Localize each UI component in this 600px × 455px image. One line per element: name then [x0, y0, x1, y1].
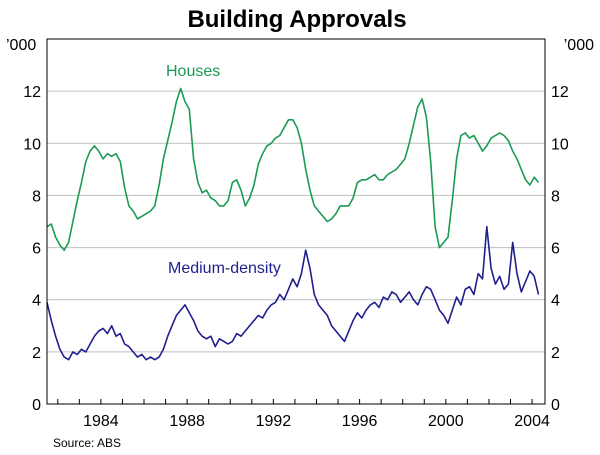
x-tick-label: 2004: [514, 413, 550, 430]
y-tick-label-left: 8: [32, 188, 41, 205]
y-tick-label-left: 10: [23, 136, 41, 153]
y-tick-label-right: 12: [551, 84, 569, 101]
x-axis: 1984 1988 1992 1996 2000 2004: [57, 399, 550, 430]
y-tick-label-left: 2: [32, 345, 41, 362]
left-unit-label: ’000: [6, 37, 36, 54]
y-tick-label-right: 2: [551, 345, 560, 362]
gridlines: [47, 90, 545, 353]
right-unit-label: ’000: [564, 37, 594, 54]
y-tick-label-right: 6: [551, 241, 560, 258]
y-tick-label-right: 10: [551, 136, 569, 153]
source-note: Source: ABS: [53, 436, 121, 450]
x-tick-label: 1984: [83, 413, 119, 430]
houses-line: [46, 87, 540, 251]
plot-frame: [46, 38, 546, 405]
y-tick-label-left: 0: [32, 397, 41, 414]
y-tick-label-right: 0: [551, 397, 560, 414]
chart-title: Building Approvals: [187, 6, 406, 33]
y-tick-label-right: 4: [551, 293, 560, 310]
y-tick-label-left: 6: [32, 241, 41, 258]
x-tick-label: 1988: [169, 413, 205, 430]
x-tick-label: 1992: [256, 413, 292, 430]
right-y-axis: 0 2 4 6 8 10 12: [551, 84, 569, 414]
y-tick-label-left: 4: [32, 293, 41, 310]
y-tick-label-left: 12: [23, 84, 41, 101]
houses-series-label: Houses: [166, 63, 220, 80]
medium-density-line: [46, 225, 540, 361]
medium-density-series-label: Medium-density: [168, 260, 281, 277]
x-tick-label: 1996: [342, 413, 378, 430]
series-lines: [46, 87, 540, 361]
left-y-axis: 0 2 4 6 8 10 12: [23, 84, 41, 414]
x-tick-label: 2000: [428, 413, 464, 430]
y-tick-label-right: 8: [551, 188, 560, 205]
